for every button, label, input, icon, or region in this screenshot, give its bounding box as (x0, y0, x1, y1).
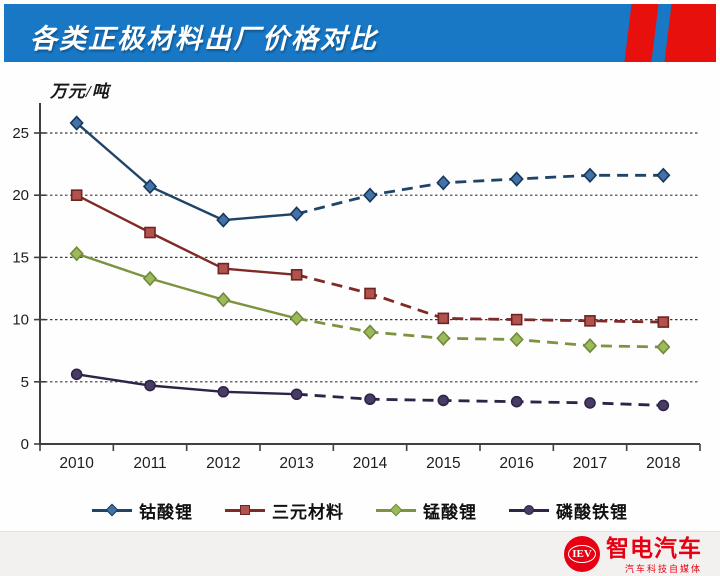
y-tick-label: 0 (21, 436, 29, 453)
data-point (656, 167, 671, 183)
chart-legend: 钴酸锂 三元材料 锰酸锂 磷酸铁锂 (0, 493, 720, 527)
data-point (584, 397, 596, 409)
data-point (510, 395, 523, 408)
banner-stripe-decor (663, 4, 716, 62)
data-point (364, 393, 376, 406)
x-tick-label: 2011 (133, 455, 166, 472)
data-point (657, 316, 670, 328)
data-point (216, 292, 231, 308)
series-3 (70, 368, 670, 412)
legend-label: 锰酸锂 (423, 502, 477, 522)
x-tick-label: 2018 (646, 455, 680, 472)
x-tick-label: 2015 (426, 455, 460, 472)
iev-logo: IEV 智电汽车 汽车科技自媒体 (564, 536, 702, 575)
y-tick-label: 20 (12, 187, 29, 204)
data-point (217, 262, 230, 275)
legend-item-lfp: 磷酸铁锂 (509, 498, 628, 523)
footer-bar: IEV 智电汽车 汽车科技自媒体 (0, 531, 720, 576)
y-axis-unit-label: 万元/吨 (50, 82, 110, 101)
data-point (509, 331, 524, 348)
legend-item-ternary: 三元材料 (225, 498, 344, 523)
legend-label: 钴酸锂 (139, 502, 193, 522)
price-line-chart: 0 5 10 15 20 25 2010 2011 2012 2013 2014 2015 2016 20… (12, 103, 701, 472)
gridlines (40, 132, 700, 383)
x-tick-label: 2013 (279, 455, 313, 472)
legend-marker-square-icon (225, 503, 265, 517)
data-point (70, 368, 83, 381)
data-point (437, 394, 450, 407)
data-point (69, 245, 84, 262)
header-banner: 各类正极材料出厂价格对比 (4, 4, 716, 62)
data-point (582, 338, 598, 354)
chart-area: 万元/吨 0 5 10 15 20 25 2010 2011 2012 2013 2014 2015 2… (0, 63, 720, 532)
legend-marker-diamond-icon (92, 503, 132, 517)
legend-marker-circle-icon (509, 503, 549, 517)
data-point (289, 206, 304, 222)
legend-item-lco: 钴酸锂 (92, 498, 193, 523)
x-tick-label: 2010 (59, 455, 94, 472)
data-point (364, 287, 376, 300)
data-point (144, 226, 156, 239)
series-1 (70, 189, 670, 328)
y-tick-label: 10 (12, 312, 29, 329)
series-2 (69, 245, 671, 355)
data-point (217, 385, 230, 398)
data-point (142, 178, 158, 195)
x-tick-label: 2017 (573, 455, 607, 472)
data-point (436, 330, 451, 346)
data-point (437, 312, 450, 325)
data-point (142, 270, 158, 287)
data-point (290, 388, 303, 401)
data-point (582, 167, 598, 183)
x-tick-label: 2014 (353, 455, 388, 472)
x-tick-label: 2016 (499, 455, 533, 472)
data-point (436, 175, 451, 191)
data-point (362, 324, 378, 340)
logo-text: 智电汽车 (606, 535, 702, 561)
data-point (290, 269, 303, 281)
data-point (289, 310, 304, 327)
y-tick-label: 5 (21, 374, 29, 391)
banner-stripe-decor (623, 4, 660, 62)
data-point (144, 379, 156, 392)
data-point (70, 189, 83, 201)
y-tick-label: 25 (12, 125, 29, 142)
y-tick-label: 15 (12, 249, 29, 266)
x-tick-label: 2012 (206, 455, 240, 472)
series-0 (69, 115, 671, 228)
legend-label: 磷酸铁锂 (556, 502, 628, 522)
page-title: 各类正极材料出厂价格对比 (30, 24, 378, 54)
data-point (656, 339, 671, 355)
logo-subtext: 汽车科技自媒体 (624, 564, 702, 574)
legend-marker-diamond-icon (376, 503, 416, 517)
iev-logo-badge-icon: IEV (564, 536, 600, 572)
legend-label: 三元材料 (272, 502, 344, 522)
data-point (657, 399, 670, 412)
data-point (510, 313, 523, 326)
data-point (69, 115, 84, 131)
legend-item-lmo: 锰酸锂 (376, 498, 477, 523)
data-point (362, 187, 378, 203)
data-point (509, 171, 524, 187)
data-point (584, 315, 596, 327)
data-point (216, 212, 231, 228)
axes: 0 5 10 15 20 25 2010 2011 2012 2013 2014 2015 2016 20… (12, 103, 701, 472)
